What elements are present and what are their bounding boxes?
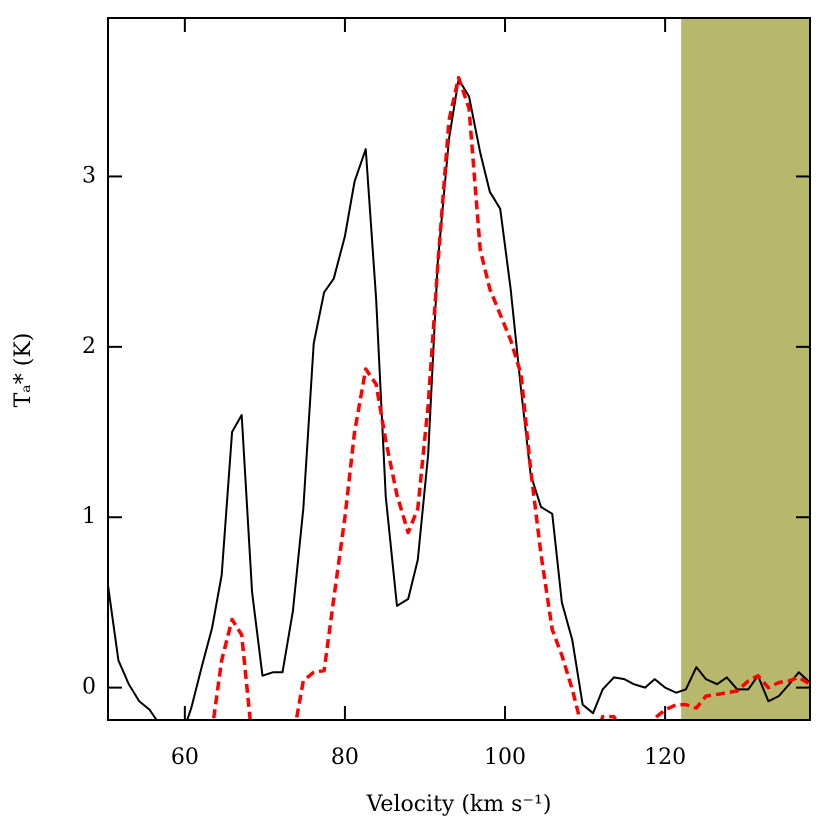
x-axis-label: Velocity (km s⁻¹) bbox=[366, 792, 552, 817]
y-tick-label: 1 bbox=[82, 504, 96, 529]
series-line bbox=[211, 75, 810, 720]
plot-area bbox=[108, 18, 810, 720]
x-tick-label: 100 bbox=[484, 745, 526, 770]
y-axis-label: Tₐ* (K) bbox=[11, 333, 36, 408]
plot-frame bbox=[107, 17, 811, 721]
x-tick-label: 120 bbox=[644, 745, 686, 770]
y-tick-label: 0 bbox=[82, 675, 96, 700]
shaded-region bbox=[681, 18, 810, 720]
y-tick-label: 3 bbox=[82, 163, 96, 188]
y-tick-label: 2 bbox=[82, 334, 96, 359]
x-tick-label: 60 bbox=[171, 745, 199, 770]
x-tick-label: 80 bbox=[331, 745, 359, 770]
